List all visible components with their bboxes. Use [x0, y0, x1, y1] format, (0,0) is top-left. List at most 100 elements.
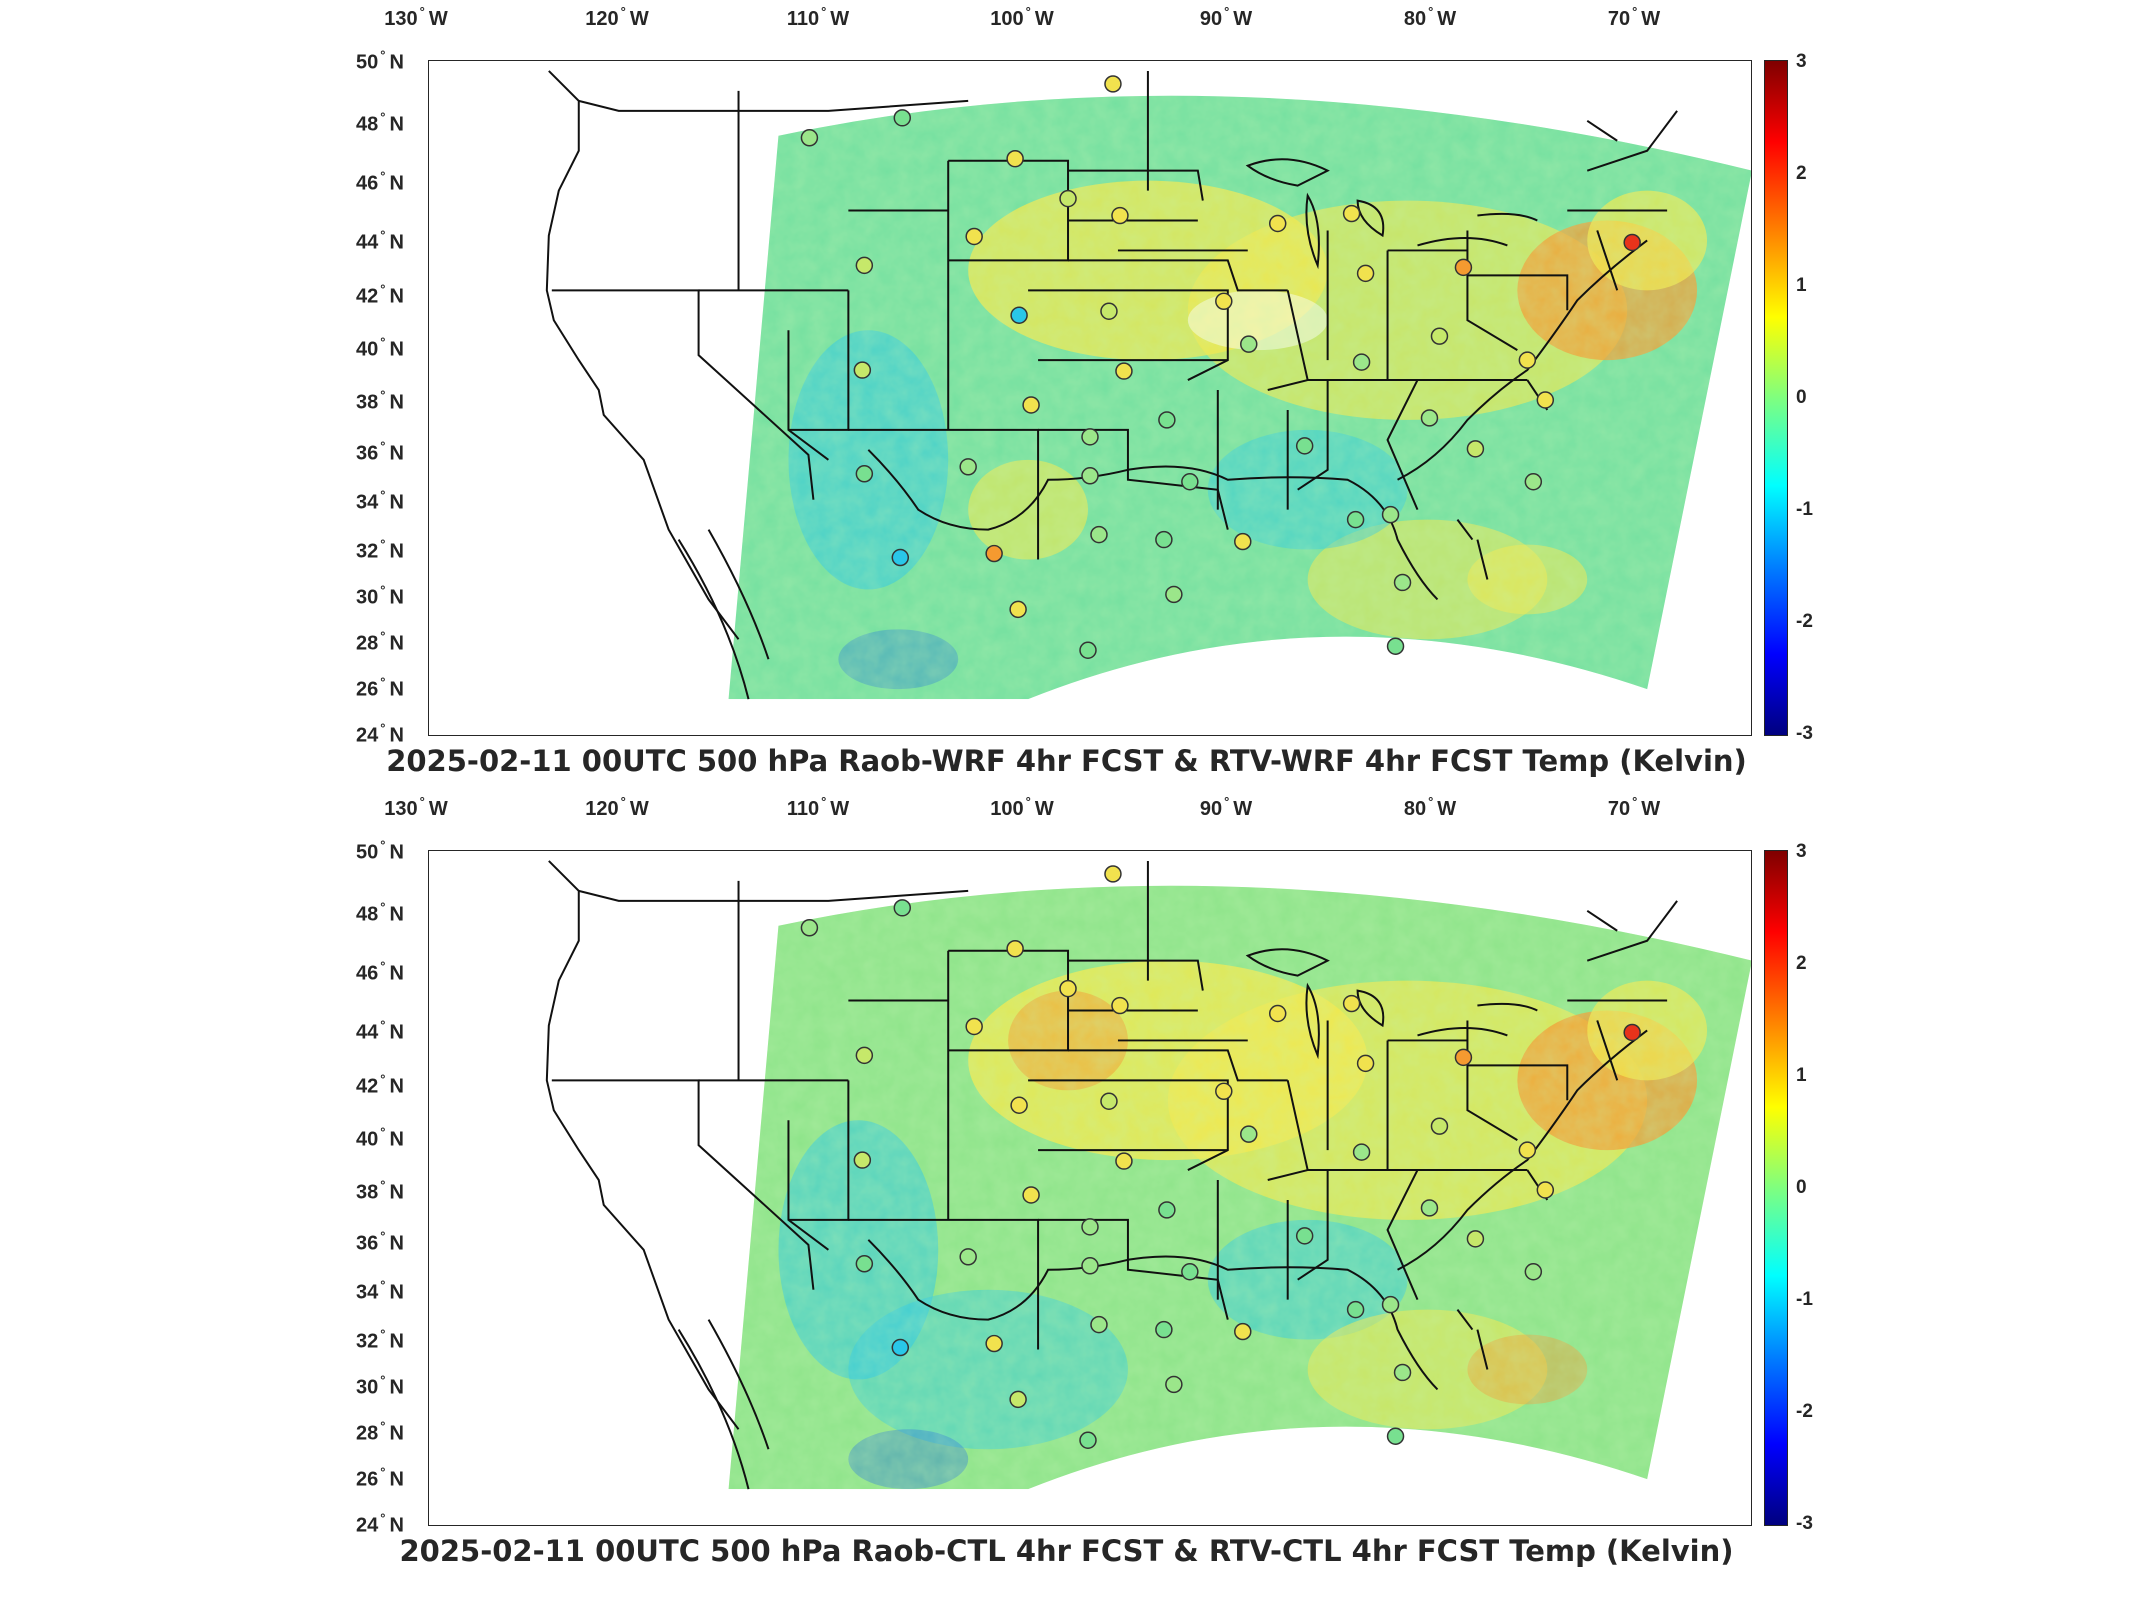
colorbar-tick-label: -3	[1796, 1513, 1813, 1534]
latitude-tick-label: 32 ° N	[356, 536, 404, 563]
latitude-tick-label: 36 ° N	[356, 438, 404, 465]
longitude-tick-label: 80 ° W	[1403, 794, 1457, 820]
raob-station	[985, 1334, 1003, 1353]
raob-station	[1158, 411, 1176, 429]
state-boundaries	[545, 860, 1678, 1490]
latitude-tick-label: 46 ° N	[356, 958, 404, 985]
raob-station	[1006, 149, 1024, 168]
raob-station	[1356, 1054, 1375, 1073]
raob-station	[1466, 440, 1485, 458]
raob-station	[1393, 1363, 1412, 1382]
raob-station	[1536, 1181, 1555, 1199]
raob-station	[1081, 1218, 1099, 1236]
raob-station	[1104, 865, 1122, 883]
colorbar-tick-label: 2	[1796, 953, 1807, 974]
longitude-tick-label: 110 ° W	[786, 4, 850, 30]
colorbar-tick-label: 1	[1796, 275, 1807, 296]
raob-station	[1155, 1320, 1173, 1339]
raob-station	[1386, 1427, 1405, 1445]
raob-station	[1381, 505, 1400, 524]
raob-station	[1165, 585, 1183, 604]
latitude-tick-label: 34 ° N	[356, 1277, 404, 1304]
colorbar-tick-label: -2	[1796, 1401, 1813, 1422]
longitude-tick-label: 80 ° W	[1403, 4, 1457, 30]
latitude-tick-label: 50 ° N	[356, 837, 404, 864]
longitude-tick-label: 100 ° W	[990, 4, 1054, 30]
raob-station	[893, 899, 912, 917]
raob-station	[1090, 1315, 1108, 1334]
raob-station	[853, 1151, 872, 1169]
longitude-tick-label: 70 ° W	[1607, 794, 1661, 820]
raob-station	[1240, 335, 1258, 353]
longitude-tick-label: 130 ° W	[384, 794, 448, 820]
raob-station	[800, 919, 819, 937]
latitude-tick-label: 36 ° N	[356, 1228, 404, 1255]
latitude-tick-label: 48 ° N	[356, 899, 404, 926]
map-plot	[428, 850, 1752, 1526]
raob-station	[1115, 362, 1133, 380]
longitude-tick-label: 70 ° W	[1607, 4, 1661, 30]
raob-station	[1009, 1390, 1027, 1409]
raob-station	[1518, 1141, 1537, 1159]
latitude-tick-label: 24 ° N	[356, 1510, 404, 1537]
raob-station	[1466, 1230, 1485, 1248]
map-svg	[545, 70, 1751, 700]
latitude-tick-label: 34 ° N	[356, 487, 404, 514]
colorbar-tick-label: 0	[1796, 1177, 1807, 1198]
raob-station	[1524, 1263, 1543, 1281]
colorbar-tick-label: 3	[1796, 51, 1807, 72]
raob-station	[1081, 1257, 1099, 1275]
raob-station	[1342, 994, 1361, 1013]
colorbar-tick-label: -2	[1796, 611, 1813, 632]
panel-title: 2025-02-11 00UTC 500 hPa Raob-WRF 4hr FC…	[386, 744, 1747, 778]
latitude-tick-label: 48 ° N	[356, 109, 404, 136]
raob-station	[1059, 979, 1077, 998]
longitude-tick-label: 120 ° W	[585, 4, 649, 30]
latitude-tick-label: 42 ° N	[356, 1071, 404, 1098]
raob-station	[1104, 75, 1122, 93]
raob-station	[853, 361, 872, 379]
bottom-panel: 130 ° W 120 ° W 110 ° W 100 ° W 90 ° W 80 ° W 70 ° W 50 ° N 48 °…	[0, 790, 2133, 1580]
raob-station	[1420, 409, 1439, 427]
raob-station	[1381, 1295, 1400, 1314]
raob-station	[1430, 1117, 1449, 1135]
raob-station	[855, 1046, 874, 1065]
raob-station	[965, 1017, 983, 1036]
latitude-tick-label: 38 ° N	[356, 1177, 404, 1204]
top-panel: 130 ° W 120 ° W 110 ° W 100 ° W 90 ° W 80 ° W 70 ° W 50 ° N 48 °…	[0, 0, 2133, 790]
raob-station	[1623, 1023, 1641, 1042]
colorbar-tick-label: 0	[1796, 387, 1807, 408]
raob-station	[1081, 467, 1099, 485]
colorbar-tick-label: 1	[1796, 1065, 1807, 1086]
raob-station	[1165, 1375, 1183, 1394]
raob-station	[1009, 600, 1027, 619]
raob-station	[1454, 1048, 1473, 1067]
raob-station	[1090, 525, 1108, 544]
colorbar-tick-label: 2	[1796, 163, 1807, 184]
latitude-tick-label: 24 ° N	[356, 720, 404, 747]
latitude-tick-label: 40 ° N	[356, 334, 404, 361]
raob-station	[1115, 1152, 1133, 1170]
anomaly-field	[728, 885, 1751, 1490]
raob-station	[855, 465, 874, 483]
raob-station	[1100, 1092, 1118, 1110]
raob-station	[1215, 1082, 1233, 1101]
longitude-tick-label: 110 ° W	[786, 794, 850, 820]
raob-station	[1022, 396, 1040, 414]
raob-station	[1240, 1125, 1258, 1143]
raob-station	[1295, 437, 1314, 455]
longitude-tick-label: 130 ° W	[384, 4, 448, 30]
raob-station	[1111, 996, 1129, 1015]
raob-station	[1079, 1431, 1097, 1449]
latitude-tick-label: 32 ° N	[356, 1326, 404, 1353]
colorbar	[1764, 850, 1788, 1526]
raob-station	[1386, 637, 1405, 655]
state-boundaries	[545, 70, 1678, 700]
raob-station	[1100, 302, 1118, 320]
raob-station-markers	[800, 75, 1641, 659]
raob-station	[891, 548, 910, 567]
latitude-tick-label: 42 ° N	[356, 281, 404, 308]
raob-station	[1181, 1263, 1199, 1281]
latitude-tick-label: 46 ° N	[356, 168, 404, 195]
raob-station	[1518, 351, 1537, 369]
